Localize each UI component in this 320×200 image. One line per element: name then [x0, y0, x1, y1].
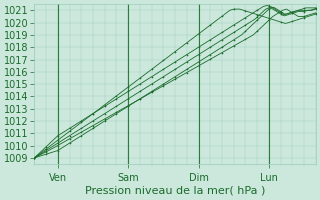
X-axis label: Pression niveau de la mer( hPa ): Pression niveau de la mer( hPa )	[85, 186, 265, 196]
